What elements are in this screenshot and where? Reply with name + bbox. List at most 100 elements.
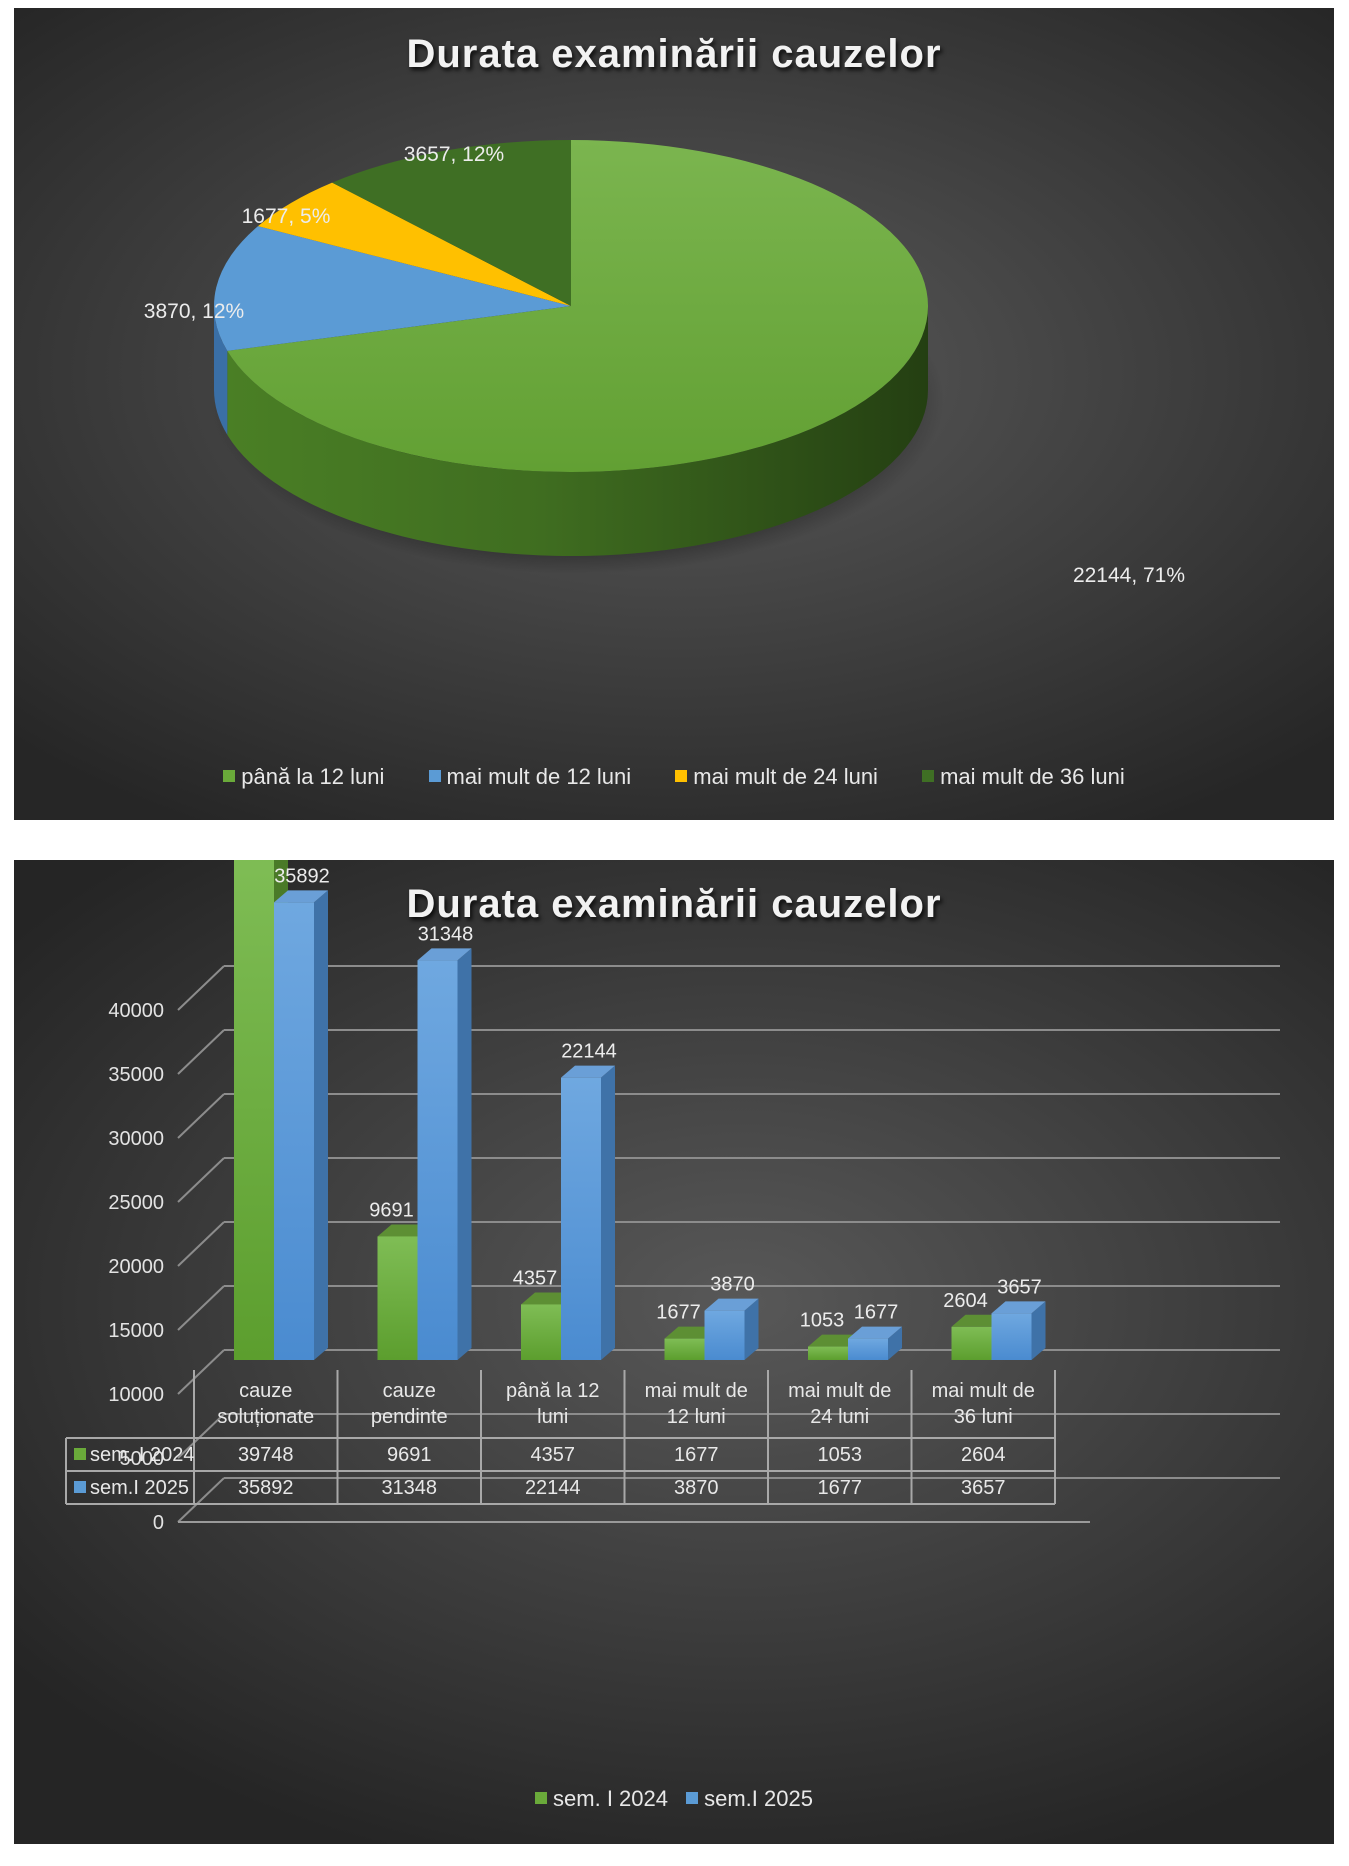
y-tick-label: 10000	[108, 1384, 164, 1406]
bar-top	[417, 948, 472, 961]
bar-sem-2025	[561, 1077, 601, 1360]
table-series-label: sem. I 2024	[90, 1444, 195, 1466]
y-tick-label: 20000	[108, 1256, 164, 1278]
bar-data-label: 35892	[274, 865, 330, 887]
bar-data-label: 1677	[854, 1302, 899, 1324]
legend-label: mai mult de 36 luni	[940, 764, 1125, 789]
gridline-depth	[177, 1413, 225, 1459]
bar-chart-title: Durata examinării cauzelor	[406, 882, 942, 926]
table-cell: 22144	[525, 1477, 581, 1499]
bar-sem-2024	[234, 860, 274, 1360]
y-tick-label: 25000	[108, 1192, 164, 1214]
legend-swatch	[922, 770, 935, 783]
pie-slice-side-peste-12	[214, 306, 228, 435]
table-legend-key	[74, 1481, 86, 1493]
x-category-label: până la 12 luni	[506, 1380, 599, 1428]
pie-chart-panel: Durata examinării cauzelor 22144, 71% 387…	[14, 8, 1334, 820]
bar-chart: 0 5000 10000 15000 20000 25000 30000 35000 40000…	[65, 860, 1280, 1534]
bar-top	[991, 1301, 1046, 1314]
gridline-depth	[177, 1157, 225, 1203]
table-cell: 1677	[674, 1444, 719, 1466]
legend-label: sem. I 2024	[553, 1786, 668, 1811]
legend-swatch	[535, 1792, 548, 1805]
gridline-depth	[177, 1221, 225, 1267]
bar-data-label: 4357	[513, 1267, 558, 1289]
bar-sem-2024	[377, 1236, 418, 1360]
table-cell: 4357	[531, 1444, 576, 1466]
bar-data-label: 31348	[418, 923, 474, 945]
legend-label: până la 12 luni	[241, 764, 385, 789]
legend-swatch	[428, 770, 441, 783]
pie-slice-side-pana-12	[227, 306, 928, 556]
legend-label: mai mult de 12 luni	[446, 764, 632, 789]
x-category-label: mai mult de 24 luni	[788, 1380, 891, 1428]
bar-sem-2025	[704, 1310, 745, 1360]
table-series-label: sem.I 2025	[90, 1477, 189, 1499]
table-cell: 3657	[961, 1477, 1006, 1499]
bar-side	[601, 1065, 615, 1360]
legend-item-peste-12: mai mult de 12 luni	[428, 764, 632, 790]
bar-sem-2025	[274, 902, 314, 1360]
bar-sem-2025	[991, 1313, 1032, 1360]
y-tick-label: 15000	[108, 1320, 164, 1342]
bar-chart-panel: Durata examinării cauzelor 0 5000 10000 150…	[14, 860, 1334, 1844]
table-cell: 35892	[238, 1477, 294, 1499]
table-cell: 3870	[674, 1477, 719, 1499]
pie-legend: până la 12 luni mai mult de 12 luni mai …	[14, 764, 1334, 790]
table-cell: 2604	[961, 1444, 1006, 1466]
bar-sem-2024	[808, 1346, 848, 1360]
table-cell: 9691	[387, 1444, 432, 1466]
x-category-label: cauze soluționate	[217, 1380, 314, 1428]
table-legend-key	[74, 1448, 86, 1460]
legend-swatch	[223, 770, 236, 783]
legend-swatch	[675, 770, 688, 783]
gridline-depth	[177, 1029, 225, 1075]
table-cell: 1677	[818, 1477, 863, 1499]
gridline-depth	[177, 1349, 225, 1395]
bar-side	[314, 890, 328, 1360]
table-cell: 31348	[381, 1477, 437, 1499]
pie-data-label: 1677, 5%	[242, 205, 331, 228]
gridline-depth	[177, 1285, 225, 1331]
bar-side	[1031, 1301, 1046, 1360]
legend-item-pana-12: până la 12 luni	[223, 764, 384, 790]
pie-chart: 22144, 71% 3870, 12% 1677, 5% 3657, 12%	[144, 140, 1185, 587]
bar-data-label: 1053	[800, 1310, 845, 1332]
gridline-depth	[177, 1477, 225, 1523]
bar-data-label: 9691	[369, 1199, 414, 1221]
legend-swatch	[686, 1792, 699, 1805]
bar-data-label: 2604	[943, 1290, 988, 1312]
pie-slice-pana-12	[227, 140, 928, 472]
pie-chart-title: Durata examinării cauzelor	[406, 32, 942, 76]
pie-data-label: 22144, 71%	[1073, 564, 1185, 587]
bar-sem-2024	[521, 1304, 561, 1360]
y-tick-label: 35000	[108, 1064, 164, 1086]
pie-data-label: 3870, 12%	[144, 300, 244, 323]
bar-sem-2024	[951, 1326, 992, 1360]
legend-item-2025: sem.I 2025	[686, 1786, 813, 1812]
gridline-depth	[177, 1093, 225, 1139]
table-cell: 1053	[818, 1444, 863, 1466]
bar-side	[744, 1298, 759, 1360]
legend-item-2024: sem. I 2024	[535, 1786, 668, 1812]
pie-data-label: 3657, 12%	[404, 143, 504, 166]
table-cell: 39748	[238, 1444, 294, 1466]
bar-side	[888, 1326, 902, 1360]
bar-data-label: 3870	[710, 1274, 755, 1296]
bar-side	[457, 948, 472, 1360]
x-category-label: mai mult de 12 luni	[645, 1380, 748, 1428]
y-tick-label: 0	[153, 1512, 164, 1534]
pie-slice-peste-36	[332, 140, 571, 306]
bar-top	[274, 890, 328, 903]
bar-data-label: 1677	[656, 1302, 701, 1324]
bar-sem-2025	[417, 960, 458, 1360]
bar-top	[848, 1326, 902, 1339]
gridline-depth	[177, 965, 225, 1011]
pie-slice-peste-12	[214, 226, 571, 351]
bar-top	[704, 1298, 759, 1311]
legend-label: sem.I 2025	[704, 1786, 813, 1811]
y-tick-label: 30000	[108, 1128, 164, 1150]
legend-item-peste-24: mai mult de 24 luni	[675, 764, 878, 790]
x-category-label: mai mult de 36 luni	[932, 1380, 1035, 1428]
bar-top	[561, 1065, 615, 1078]
